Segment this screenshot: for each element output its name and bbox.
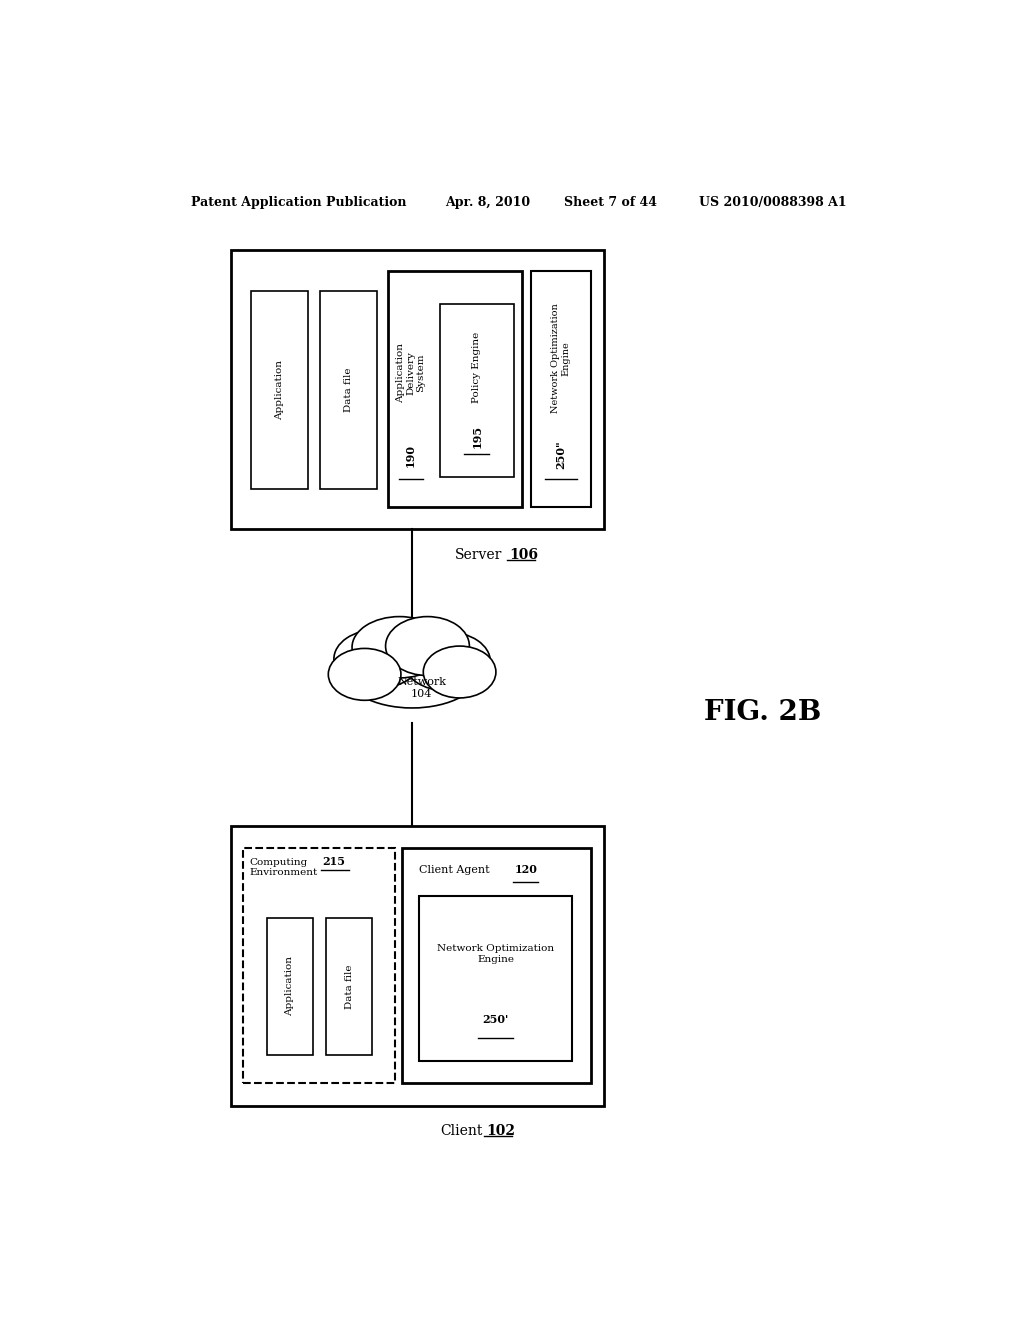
FancyBboxPatch shape [321,290,377,488]
FancyBboxPatch shape [440,304,514,477]
Text: FIG. 2B: FIG. 2B [705,698,821,726]
Text: Application: Application [286,956,294,1016]
FancyBboxPatch shape [401,847,591,1084]
Ellipse shape [423,645,496,698]
Text: 250': 250' [482,1014,509,1026]
Text: Computing
Environment: Computing Environment [250,858,317,876]
Text: 190: 190 [406,444,416,467]
FancyBboxPatch shape [231,826,604,1106]
Text: 215: 215 [323,855,345,867]
Text: Data file: Data file [344,367,353,412]
Text: Policy Engine: Policy Engine [472,333,481,404]
Text: 106: 106 [509,548,538,562]
FancyBboxPatch shape [243,847,395,1084]
Text: Sheet 7 of 44: Sheet 7 of 44 [564,195,657,209]
Ellipse shape [352,616,447,678]
FancyBboxPatch shape [267,917,313,1055]
Text: Patent Application Publication: Patent Application Publication [191,195,407,209]
Ellipse shape [329,648,401,701]
Text: Client: Client [440,1125,482,1138]
Text: Client Agent: Client Agent [420,865,490,875]
Ellipse shape [334,630,421,689]
Text: 195: 195 [471,425,482,449]
Text: US 2010/0088398 A1: US 2010/0088398 A1 [699,195,847,209]
Text: Network Optimization
Engine: Network Optimization Engine [437,944,554,964]
Text: Data file: Data file [345,964,354,1008]
Text: Application: Application [275,359,284,420]
Text: Network
104: Network 104 [397,677,446,698]
Ellipse shape [386,616,469,676]
Text: Application
Delivery
System: Application Delivery System [395,343,425,403]
FancyBboxPatch shape [327,917,373,1055]
Text: 120: 120 [514,865,537,875]
Ellipse shape [342,631,482,708]
Text: Apr. 8, 2010: Apr. 8, 2010 [445,195,530,209]
Text: Server: Server [455,548,503,562]
Text: 250": 250" [555,441,566,470]
FancyBboxPatch shape [231,249,604,529]
FancyBboxPatch shape [531,271,591,507]
Text: Network Optimization
Engine: Network Optimization Engine [551,304,570,413]
FancyBboxPatch shape [251,290,308,488]
Text: 102: 102 [486,1125,515,1138]
FancyBboxPatch shape [388,271,521,507]
FancyBboxPatch shape [419,896,572,1061]
Ellipse shape [403,632,490,690]
